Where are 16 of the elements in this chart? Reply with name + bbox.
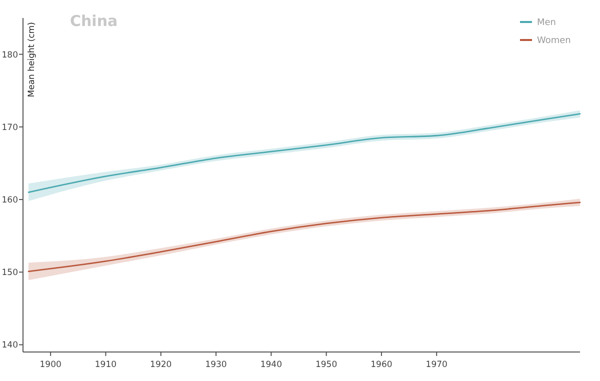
y-axis-title: Mean height (cm) [27, 22, 37, 98]
x-tick-label: 1970 [426, 360, 448, 370]
y-tick-label: 170 [2, 122, 18, 133]
x-tick-label: 1930 [205, 360, 227, 370]
y-tick-label: 140 [2, 340, 18, 351]
y-tick-label: 160 [2, 195, 18, 206]
x-tick-label: 1960 [370, 360, 392, 370]
legend-label: Men [537, 18, 556, 28]
x-tick-label: 1950 [315, 360, 338, 370]
x-tick-label: 1900 [40, 360, 62, 370]
y-tick-label: 180 [2, 50, 18, 60]
x-tick-label: 1940 [260, 360, 282, 370]
x-tick-label: 1910 [94, 360, 117, 370]
x-tick-label: 1920 [150, 360, 172, 370]
legend-label: Women [537, 36, 571, 46]
y-tick-label: 150 [2, 268, 18, 278]
